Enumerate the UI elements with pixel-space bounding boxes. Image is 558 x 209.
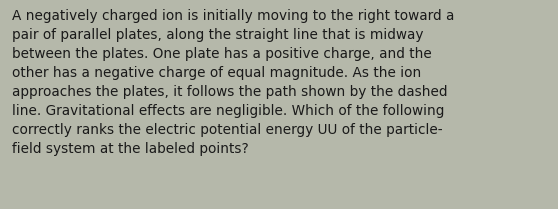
Text: A negatively charged ion is initially moving to the right toward a
pair of paral: A negatively charged ion is initially mo… <box>12 9 455 156</box>
